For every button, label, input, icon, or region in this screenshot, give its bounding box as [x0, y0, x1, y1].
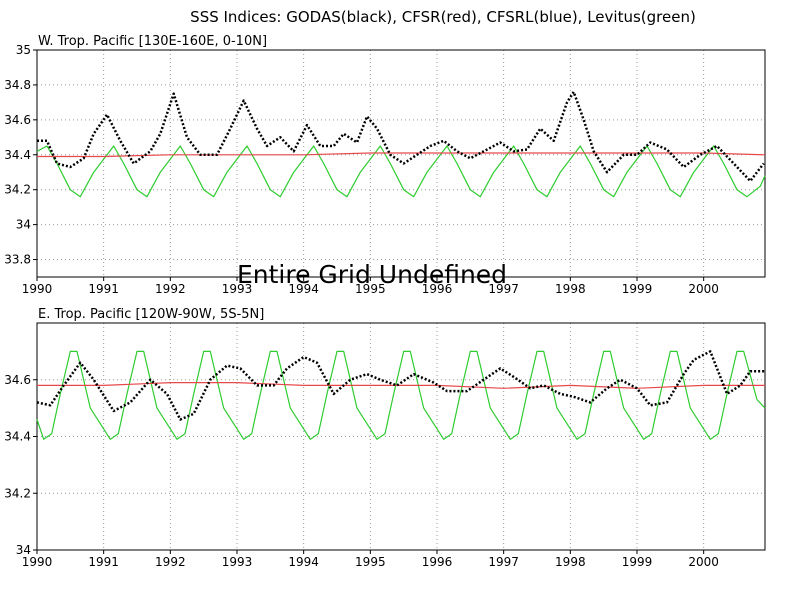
x-tick-label: 1994	[288, 282, 319, 296]
x-tick-label: 1994	[288, 555, 319, 569]
x-tick-label: 1991	[88, 555, 119, 569]
x-tick-label: 1998	[555, 282, 586, 296]
series-line-godas	[37, 90, 765, 183]
y-tick-label: 34.6	[4, 373, 31, 387]
x-tick-label: 1992	[155, 282, 186, 296]
x-tick-label: 1996	[422, 555, 453, 569]
y-tick-label: 34	[16, 543, 31, 557]
x-tick-label: 1999	[622, 282, 653, 296]
series-line-godas	[36, 350, 765, 421]
series-line-levitus	[36, 350, 766, 440]
y-tick-label: 34.4	[4, 430, 31, 444]
x-tick-label: 1999	[622, 555, 653, 569]
panel-title: W. Trop. Pacific [130E-160E, 0-10N]	[38, 34, 267, 49]
x-tick-label: 2000	[688, 282, 719, 296]
x-tick-label: 1995	[355, 555, 386, 569]
series-line-levitus	[36, 145, 766, 198]
x-tick-label: 1990	[22, 555, 53, 569]
panel-title: E. Trop. Pacific [120W-90W, 5S-5N]	[38, 307, 264, 322]
x-tick-label: 1990	[22, 282, 53, 296]
series-line-cfsr	[37, 152, 766, 158]
y-tick-label: 33.8	[4, 253, 31, 267]
y-tick-label: 34.8	[4, 78, 31, 92]
x-tick-label: 1995	[355, 282, 386, 296]
y-tick-label: 34.2	[4, 183, 31, 197]
plot-frame	[36, 49, 766, 278]
x-tick-label: 1996	[422, 282, 453, 296]
y-tick-label: 34.6	[4, 113, 31, 127]
x-tick-label: 1998	[555, 555, 586, 569]
y-tick-label: 34.2	[4, 486, 31, 500]
overlay-message: Entire Grid Undefined	[237, 260, 507, 289]
panel-west-tropical-pacific: W. Trop. Pacific [130E-160E, 0-10N] 1990…	[4, 34, 766, 296]
x-tick-label: 1993	[222, 282, 253, 296]
y-tick-label: 34	[16, 218, 31, 232]
series-line-cfsr	[37, 382, 765, 389]
x-tick-label: 1997	[488, 282, 519, 296]
figure-title: SSS Indices: GODAS(black), CFSR(red), CF…	[190, 8, 696, 26]
x-tick-label: 1992	[155, 555, 186, 569]
x-tick-label: 1991	[88, 282, 119, 296]
y-tick-label: 34.4	[4, 148, 31, 162]
x-tick-label: 2000	[688, 555, 719, 569]
panel-east-tropical-pacific: E. Trop. Pacific [120W-90W, 5S-5N] 1990 1…	[4, 307, 766, 569]
x-tick-label: 1993	[222, 555, 253, 569]
y-tick-label: 35	[16, 43, 31, 57]
x-tick-label: 1997	[488, 555, 519, 569]
